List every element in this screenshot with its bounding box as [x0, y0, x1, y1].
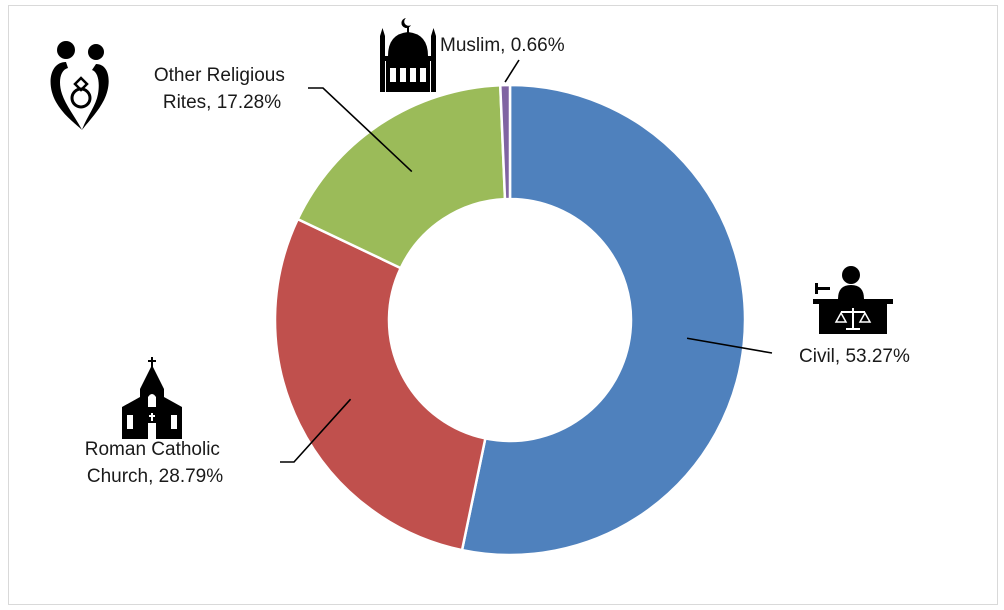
- leader-line-civil: [686, 337, 773, 354]
- church-icon: [122, 357, 182, 439]
- leader-line-muslim: [504, 59, 520, 83]
- leader-lines: [280, 59, 773, 463]
- label-roman-catholic: Roman Catholic Church, 28.79%: [85, 439, 225, 487]
- slices: [273, 83, 747, 557]
- slice-roman-catholic-church: [273, 217, 487, 552]
- label-other-religious: Other Religious Rites, 17.28%: [154, 65, 290, 113]
- couple-ring-icon: [50, 41, 109, 130]
- judge-icon: [813, 266, 893, 334]
- leader-line-other-religious-rites: [308, 87, 413, 173]
- slice-civil: [460, 83, 747, 557]
- label-civil: Civil, 53.27%: [799, 346, 910, 367]
- leader-line-roman-catholic-church: [280, 398, 352, 463]
- mosque-icon: [380, 18, 436, 92]
- slice-other-religious-rites: [296, 83, 507, 270]
- label-muslim: Muslim, 0.66%: [440, 35, 565, 56]
- slice-muslim: [498, 83, 512, 201]
